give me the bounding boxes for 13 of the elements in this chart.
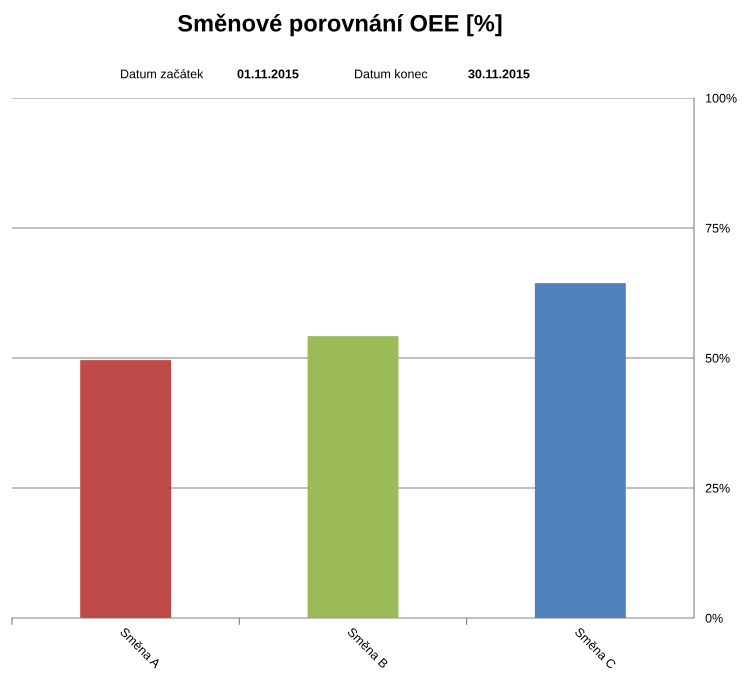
bar	[534, 283, 626, 618]
text: 30.11.2015	[468, 70, 530, 78]
text: Datum začátek	[121, 69, 204, 78]
y-tick-label: 75%	[706, 224, 730, 233]
text: 01.11.2015	[237, 70, 299, 78]
bar	[308, 336, 398, 618]
y-tick-label: 25%	[706, 484, 730, 493]
chart-title: Směnové porovnání OEE [%]	[178, 14, 502, 36]
text: Datum konec	[355, 69, 428, 78]
y-tick-label: 50%	[706, 354, 730, 363]
y-tick-label: 100%	[706, 94, 737, 103]
bar	[80, 360, 172, 618]
y-tick-label: 0%	[706, 614, 723, 623]
